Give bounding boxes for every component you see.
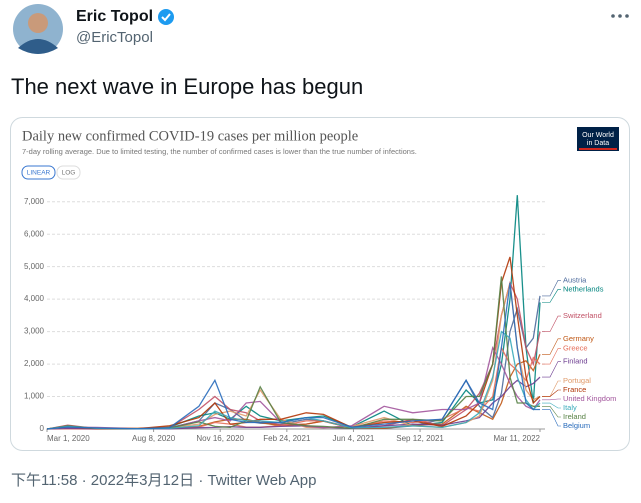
legend-label: Germany <box>563 334 594 343</box>
label-connector <box>542 398 561 401</box>
tweet-footer: 下午11:58 · 2022年3月12日 · Twitter Web App <box>11 472 316 489</box>
x-tick-label: Mar 1, 2020 <box>47 434 90 443</box>
chart-card[interactable] <box>10 117 630 451</box>
legend-label: Ireland <box>563 412 586 421</box>
plot: 0 1,000 2,000 3,000 4,000 5,000 6,000 7,000 Mar … <box>24 195 616 443</box>
scale-button[interactable] <box>56 165 81 180</box>
x-tick-label: Aug 8, 2020 <box>132 434 176 443</box>
author-name[interactable]: Eric Topol <box>76 8 153 25</box>
label-connector <box>542 280 561 297</box>
legend-label: Greece <box>563 344 588 353</box>
legend-label: Belgium <box>563 421 590 430</box>
label-connector <box>542 402 561 409</box>
y-tick-label: 0 <box>40 424 45 433</box>
chart-title: Daily new confirmed COVID-19 cases per m… <box>22 128 358 144</box>
x-tick-label: Mar 11, 2022 <box>493 434 540 443</box>
series-line <box>46 276 540 430</box>
label-connector <box>542 389 561 397</box>
legend-label: Netherlands <box>563 284 604 293</box>
series-line <box>46 282 540 430</box>
logo-text: Our World <box>582 132 614 139</box>
label-connector <box>542 409 561 427</box>
logo-text: in Data <box>587 140 609 147</box>
tweet-text: The next wave in Europe has begun <box>11 74 363 99</box>
label-connector <box>542 289 561 303</box>
more-menu[interactable] <box>611 14 629 18</box>
legend-label: Austria <box>563 275 587 284</box>
y-tick-label: 1,000 <box>24 392 45 401</box>
y-tick-label: 2,000 <box>24 359 45 368</box>
y-tick-label: 6,000 <box>24 229 45 238</box>
series-line <box>46 330 541 430</box>
label-connector <box>542 338 561 355</box>
legend-label: Switzerland <box>563 311 602 320</box>
legend-label: United Kingdom <box>563 394 616 403</box>
scale-button[interactable] <box>21 165 56 180</box>
legend-label: Finland <box>563 357 588 366</box>
y-tick-label: 4,000 <box>24 294 45 303</box>
x-tick-label: Sep 12, 2021 <box>396 434 444 443</box>
chart-subtitle: 7-day rolling average. Due to limited te… <box>22 147 417 156</box>
logo <box>577 127 619 151</box>
author-handle[interactable]: @EricTopol <box>76 29 153 46</box>
scale-button-label[interactable]: LOG <box>62 170 76 177</box>
verified-badge <box>158 9 174 25</box>
legend-label: Portugal <box>563 376 591 385</box>
scale-button-label[interactable]: LINEAR <box>27 170 51 177</box>
label-connector <box>542 315 561 332</box>
y-tick-label: 3,000 <box>24 327 45 336</box>
x-tick-label: Jun 4, 2021 <box>333 434 375 443</box>
label-connector <box>542 361 561 378</box>
y-tick-label: 5,000 <box>24 262 45 271</box>
label-connector <box>542 405 561 418</box>
label-connector <box>542 348 561 365</box>
x-tick-label: Feb 24, 2021 <box>263 434 311 443</box>
avatar[interactable] <box>13 4 63 54</box>
x-tick-label: Nov 16, 2020 <box>196 434 244 443</box>
legend-label: Italy <box>563 403 577 412</box>
legend-label: France <box>563 385 586 394</box>
y-tick-label: 7,000 <box>24 197 45 206</box>
